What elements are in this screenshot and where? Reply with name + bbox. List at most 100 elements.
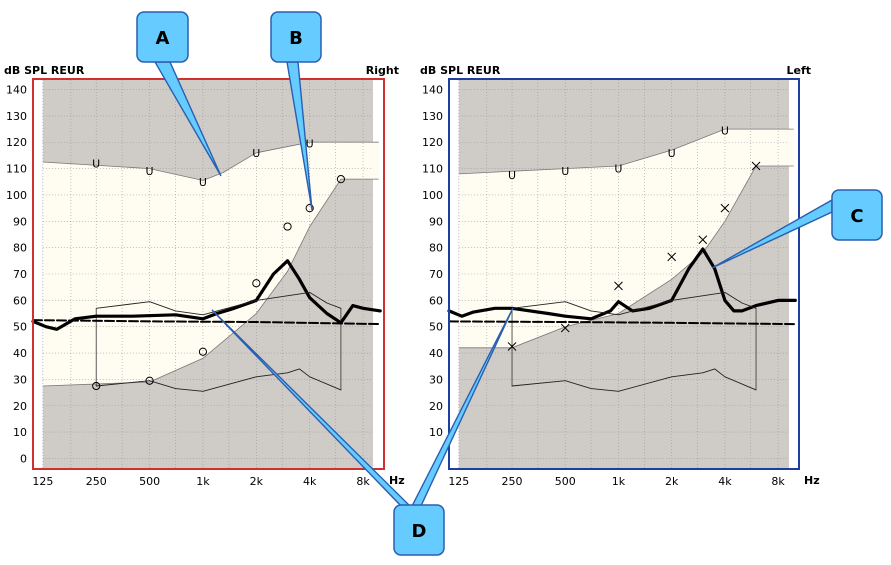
- right-plot-area: U U U U U: [31, 78, 385, 470]
- x-tick-label: 2k: [665, 475, 679, 488]
- series-line-thin: [511, 368, 757, 392]
- callout-pointers: [153, 61, 833, 509]
- target-zone: [458, 129, 794, 348]
- y-tick-label: 10: [429, 426, 443, 439]
- x-tick-label: 250: [502, 475, 523, 488]
- ucl-marker: U: [306, 138, 314, 151]
- x-tick-label: 2k: [250, 475, 264, 488]
- x-tick-label: 4k: [303, 475, 317, 488]
- callout-d-label: D: [412, 521, 427, 542]
- y-tick-label: 60: [429, 294, 443, 307]
- y-tick-label: 30: [13, 373, 27, 386]
- ucl-marker: U: [721, 124, 729, 137]
- threshold-marker-circle: [305, 204, 314, 213]
- x-tick-label: 500: [555, 475, 576, 488]
- x-tick-label: 8k: [356, 475, 370, 488]
- x-tick-label: 1k: [612, 475, 626, 488]
- x-tick-label: 250: [86, 475, 107, 488]
- left-side-label: Left: [786, 64, 811, 77]
- y-tick-label: 90: [13, 215, 27, 228]
- target-zone: [42, 142, 379, 386]
- threshold-marker-cross: [614, 281, 623, 291]
- ucl-marker: U: [508, 169, 516, 182]
- threshold-marker-cross: [751, 161, 761, 171]
- x-tick-label: 8k: [771, 475, 785, 488]
- y-tick-label: 80: [13, 242, 27, 255]
- ucl-marker: U: [199, 176, 207, 189]
- target-zone-lower-edge: [42, 178, 379, 387]
- frame-border: [448, 78, 800, 470]
- callout-d: D: [393, 504, 445, 556]
- right-side-label: Right: [366, 64, 399, 77]
- y-tick-label: 90: [429, 215, 443, 228]
- x-tick-label: 1k: [196, 475, 210, 488]
- ucl-marker: U: [92, 157, 100, 170]
- y-tick-label: 100: [6, 189, 27, 202]
- y-tick-label: 110: [6, 163, 27, 176]
- y-tick-label: 30: [429, 373, 443, 386]
- ucl-marker: U: [668, 147, 676, 160]
- left-y-axis-label: dB SPL REUR: [420, 64, 501, 77]
- callout-c: C: [831, 189, 883, 241]
- threshold-marker-circle: [145, 376, 154, 385]
- threshold-marker-circle: [198, 347, 208, 356]
- series-line-thin: [95, 291, 342, 316]
- y-tick-label: 100: [422, 189, 443, 202]
- right-x-axis-label: Hz: [389, 474, 405, 487]
- series-line-bold: [31, 259, 382, 331]
- y-tick-label: 80: [429, 242, 443, 255]
- threshold-marker-circle: [283, 222, 292, 231]
- y-tick-label: 120: [6, 136, 27, 149]
- callout-b-label: B: [289, 28, 303, 49]
- y-tick-label: 20: [429, 400, 443, 413]
- y-tick-label: 130: [6, 110, 27, 123]
- x-tick-label: 500: [139, 475, 160, 488]
- right-y-axis-label: dB SPL REUR: [4, 64, 85, 77]
- y-tick-label: 70: [13, 268, 27, 281]
- y-tick-label: 0: [20, 452, 27, 465]
- left-x-tick-labels: 125 250 500 1k 2k 4k 8k: [448, 475, 785, 488]
- y-tick-label: 40: [429, 347, 443, 360]
- threshold-marker-circle: [252, 279, 261, 288]
- y-tick-label: 50: [429, 321, 443, 334]
- threshold-marker-cross: [667, 252, 677, 262]
- ucl-marker: U: [561, 165, 569, 178]
- x-tick-label: 4k: [718, 475, 732, 488]
- callout-a-label: A: [156, 28, 170, 49]
- callout-c-label: C: [850, 206, 863, 227]
- series-line-thin: [95, 368, 342, 392]
- threshold-marker-cross: [507, 342, 517, 351]
- callout-b: B: [270, 11, 322, 63]
- right-x-tick-labels: 125 250 500 1k 2k 4k 8k: [32, 475, 370, 488]
- y-tick-label: 70: [429, 268, 443, 281]
- y-tick-label: 50: [13, 321, 27, 334]
- threshold-marker-cross: [560, 323, 570, 333]
- series-line-dashed: [448, 320, 797, 326]
- y-tick-label: 10: [13, 426, 27, 439]
- y-tick-label: 60: [13, 294, 27, 307]
- threshold-marker-cross: [720, 203, 730, 213]
- left-x-axis-label: Hz: [804, 474, 820, 487]
- left-plot-area: U U U U U: [447, 78, 800, 470]
- right-y-tick-labels: 0 10 20 30 40 50 60 70 80 90 100 110 120 130 140: [6, 84, 27, 466]
- y-tick-label: 120: [422, 136, 443, 149]
- y-tick-label: 140: [6, 84, 27, 97]
- frame-border: [32, 78, 385, 470]
- y-tick-label: 140: [422, 84, 443, 97]
- target-zone-lower-edge: [458, 165, 794, 349]
- y-tick-label: 20: [13, 400, 27, 413]
- series-line-bold: [447, 247, 797, 321]
- ucl-marker: U: [146, 165, 154, 178]
- right-ear-chart: U U U U U 0 10 20 30 40 50 60 70 80 90 100 110 120 130 140…: [4, 64, 405, 488]
- target-zone-upper-edge: [458, 128, 794, 175]
- threshold-marker-cross: [698, 235, 708, 245]
- x-tick-label: 125: [448, 475, 469, 488]
- y-tick-label: 110: [422, 163, 443, 176]
- y-tick-label: 40: [13, 347, 27, 360]
- ucl-marker: U: [252, 147, 260, 160]
- series-line-dashed: [32, 319, 382, 326]
- target-zone-upper-edge: [42, 141, 379, 181]
